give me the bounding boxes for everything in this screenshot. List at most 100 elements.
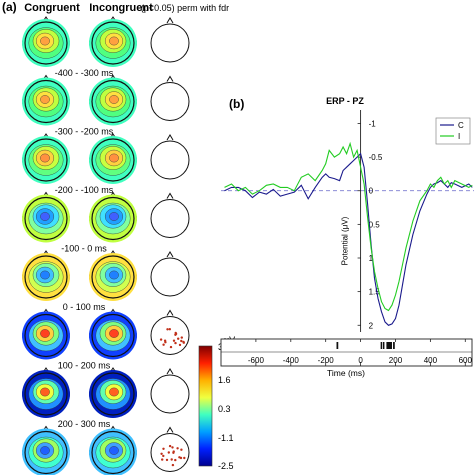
legend-entry-C: C xyxy=(458,121,464,130)
topomap-congruent xyxy=(22,425,70,475)
head-outline xyxy=(150,316,190,355)
contour-shape xyxy=(40,270,50,280)
significant-electrode xyxy=(177,337,180,340)
colorbar: μV 3 1.6 0.3 -1.1 -2.5 xyxy=(198,335,235,471)
contour-shape xyxy=(109,329,119,338)
time-window-label: -400 - -300 ms xyxy=(55,68,114,78)
panel-a-label: (a) xyxy=(2,0,17,14)
significant-electrode xyxy=(176,447,179,450)
colorbar-tick-3: -1.1 xyxy=(218,433,234,443)
significant-electrode xyxy=(168,444,172,448)
significant-electrode xyxy=(168,328,171,331)
col-header-significance: (p<0.05) perm with fdr xyxy=(141,3,229,13)
y-axis-label: Potential (μV) xyxy=(341,216,350,265)
significant-electrode xyxy=(170,458,173,461)
significance-map xyxy=(150,134,190,180)
nose-shape xyxy=(166,192,174,199)
colorbar-tick-1: 1.6 xyxy=(218,375,231,385)
head-outline xyxy=(150,257,190,297)
nose-shape xyxy=(166,75,174,82)
colorbar-tick-2: 0.3 xyxy=(218,404,231,414)
topomap-incongruent xyxy=(89,308,137,360)
x-tick-label: -400 xyxy=(283,356,300,365)
nose-shape xyxy=(166,309,174,316)
contour-shape xyxy=(40,95,50,104)
time-window-label: 100 - 200 ms xyxy=(58,361,111,371)
significant-electrode xyxy=(162,343,165,346)
topomap-congruent xyxy=(22,133,70,184)
time-window-label: -100 - 0 ms xyxy=(61,244,107,254)
series-lines xyxy=(224,141,473,326)
significant-electrode xyxy=(172,339,176,342)
topomap-congruent xyxy=(22,191,70,243)
significance-map xyxy=(150,426,190,472)
x-axis-frame xyxy=(220,338,473,367)
significant-electrode xyxy=(159,338,163,341)
significant-electrode xyxy=(167,451,170,454)
contour-shape xyxy=(109,387,119,397)
significant-electrode xyxy=(182,340,185,344)
topomap-row: -300 - -200 ms xyxy=(22,74,190,137)
head-outline xyxy=(91,430,135,475)
head-outline xyxy=(150,199,190,238)
topomap-incongruent xyxy=(89,133,137,184)
time-window-label: -300 - -200 ms xyxy=(55,127,114,137)
head-outline xyxy=(24,138,68,182)
x-tick-label: 400 xyxy=(424,356,438,365)
contour-shape xyxy=(109,36,119,46)
legend-entry-I: I xyxy=(458,132,460,141)
significance-map xyxy=(150,309,190,355)
head-outline xyxy=(91,79,135,124)
x-tick-label: 600 xyxy=(459,356,473,365)
significant-electrode xyxy=(172,451,175,454)
topomap-row: 200 - 300 ms xyxy=(22,367,190,429)
significance-map xyxy=(150,192,190,238)
contour-shape xyxy=(40,153,50,163)
legend: CI xyxy=(435,117,471,145)
head-outline xyxy=(91,196,135,241)
significance-bar xyxy=(393,342,395,349)
y-tick-label: 0 xyxy=(369,187,374,196)
significance-bar xyxy=(380,342,383,349)
topomap-congruent xyxy=(22,74,70,126)
x-tick-label: 0 xyxy=(358,356,363,365)
x-tick-label: -600 xyxy=(248,356,265,365)
head-outline xyxy=(150,374,190,414)
topomap-incongruent xyxy=(89,425,137,475)
significant-electrode xyxy=(161,458,164,461)
contour-shape xyxy=(40,446,50,455)
time-window-label: 0 - 100 ms xyxy=(63,302,106,312)
head-outline xyxy=(24,79,68,124)
significant-electrode xyxy=(178,343,182,347)
topomap-congruent xyxy=(22,16,70,67)
significant-electrode xyxy=(180,448,183,451)
topomap-row: 100 - 200 ms xyxy=(22,308,190,371)
y-tick-label: -0.5 xyxy=(369,153,383,162)
contour-shape xyxy=(40,212,50,221)
topomap-congruent xyxy=(22,367,70,418)
significant-electrode xyxy=(171,463,175,467)
significant-electrode xyxy=(180,336,183,339)
x-axis-label: Time (ms) xyxy=(327,368,365,378)
x-tick-label: -200 xyxy=(318,356,335,365)
nose-shape xyxy=(166,134,174,141)
head-outline xyxy=(150,140,190,180)
significant-electrode xyxy=(165,458,169,462)
significance-map xyxy=(150,368,190,414)
contour-shape xyxy=(109,212,119,221)
head-outline xyxy=(91,313,135,358)
significant-electrode xyxy=(174,332,178,336)
topomap-row: -200 - -100 ms xyxy=(22,133,190,195)
topomap-row: 0 - 100 ms xyxy=(22,250,190,312)
x-axis: -600 -400 -200 0 200 400 600 Time (ms) xyxy=(220,338,473,378)
y-tick-label: 2 xyxy=(369,321,374,330)
x-tick-label: 200 xyxy=(389,356,403,365)
topomap-row: -400 - -300 ms xyxy=(22,16,190,78)
contour-shape xyxy=(40,329,50,338)
time-window-label: -200 - -100 ms xyxy=(55,185,114,195)
head-outline xyxy=(24,372,68,416)
significant-electrode xyxy=(160,452,163,455)
significance-bar xyxy=(386,342,392,349)
significant-electrode xyxy=(169,345,173,349)
